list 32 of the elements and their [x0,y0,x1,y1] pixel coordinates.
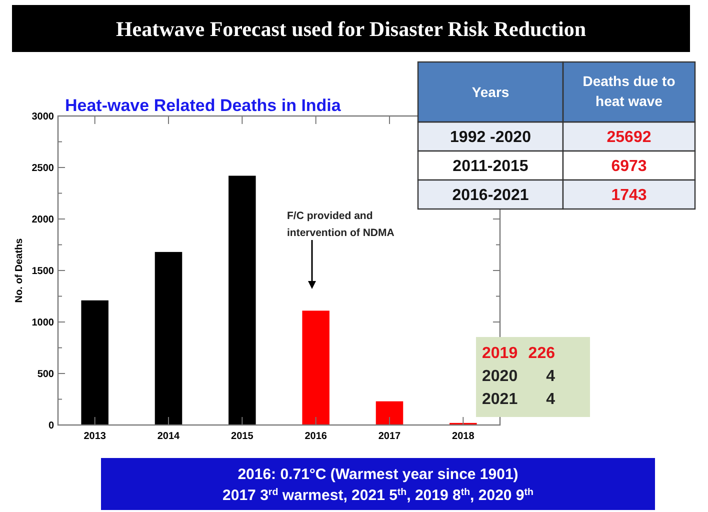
chart-subtitle: Heat-wave Related Deaths in India [65,96,342,115]
annotation: 2011-2015 [452,158,528,175]
chart-title: Heatwave Forecast used for Disaster Risk Reduction [116,17,586,41]
annotation: F/C provided and intervention of NDMA [287,210,395,239]
text: 2017 3$^{rd}$ warmest, 2021 5$^{th}$, 2019 8$^{th}$, 2020 9$^{th}$ [222,486,534,504]
annotation: 2019 [482,345,518,362]
y-axis-title: No. of Deaths [14,238,25,303]
y-tick-label: 1500 [32,266,54,277]
x-tick-label: 2013 [84,431,106,442]
y-tick-label: 1000 [32,318,54,328]
x-tick-label: 2015 [231,431,254,442]
x-tick-label: 2016 [304,431,328,442]
annotation: 2021 [482,391,518,408]
table: Years Deaths due to heat wave 1992 -2020 25692 2011-2015 6973 2016-2021 1743 [417,61,696,210]
bar [154,252,182,425]
x-tick-label: 2014 [157,431,180,442]
annotation: 2016-2021 [452,187,529,204]
text: 2016: 0.71°C (Warmest year since 1901) [238,466,518,483]
annotation: 1992 -2020 [450,129,532,146]
y-tick-label: 2000 [32,214,54,226]
x-tick-label: 2018 [452,431,475,442]
y-tick-label: 500 [37,369,54,380]
bar [376,401,404,425]
bar [81,300,108,425]
y-tick-label: 3000 [32,112,54,122]
y-tick-label: 0 [48,420,54,432]
bar [228,176,256,425]
annotation: 2020 [482,368,518,385]
y-tick-label: 2500 [32,163,54,174]
bar [302,310,330,425]
x-tick-label: 2017 [378,431,402,442]
text-box: 2019 226 2020 4 2021 4 [476,337,590,417]
